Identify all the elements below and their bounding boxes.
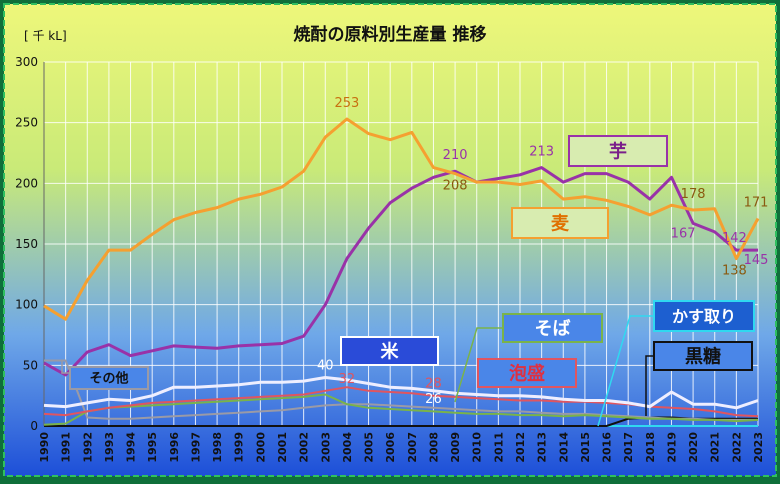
series-label-frame xyxy=(502,313,603,343)
data-label: 142 xyxy=(722,231,747,246)
x-tick-label: 1995 xyxy=(146,432,159,463)
x-tick-label: 2023 xyxy=(752,432,765,463)
series-line-芋 xyxy=(43,166,758,377)
data-label: 145 xyxy=(744,253,769,268)
legend-connectors xyxy=(61,315,654,427)
x-tick-label: 2010 xyxy=(471,432,484,463)
x-tick-label: 1998 xyxy=(211,432,224,463)
y-tick-label: 50 xyxy=(23,358,38,372)
connector-そば xyxy=(454,327,503,403)
x-tick-label: 1996 xyxy=(168,432,181,463)
connector-かす取り xyxy=(597,315,654,427)
x-tick-label: 1994 xyxy=(125,432,138,463)
x-tick-label: 2004 xyxy=(341,432,354,463)
x-tick-label: 1991 xyxy=(60,432,73,463)
x-tick-label: 2007 xyxy=(406,432,419,463)
series-label-box: 芋 xyxy=(568,135,668,167)
x-tick-label: 1990 xyxy=(38,432,51,463)
x-tick-label: 2003 xyxy=(319,432,332,463)
series-label-box: かす取り xyxy=(653,300,755,332)
x-tick-label: 2002 xyxy=(298,432,311,463)
x-tick-label: 1997 xyxy=(189,432,202,463)
x-tick-label: 2013 xyxy=(536,432,549,463)
series-line-そば xyxy=(43,393,759,426)
series-line-その他 xyxy=(44,359,758,421)
y-tick-label: 150 xyxy=(15,237,38,251)
series-label-text: 米 xyxy=(381,340,400,362)
x-tick-label: 2019 xyxy=(665,432,678,463)
data-label: 28 xyxy=(425,377,442,392)
x-tick-label: 2022 xyxy=(730,432,743,463)
x-tick-label: 2018 xyxy=(644,432,657,463)
series-label-box: その他 xyxy=(69,366,149,390)
data-label: 208 xyxy=(443,179,468,194)
series-label-text: 芋 xyxy=(609,140,627,162)
x-tick-label: 2008 xyxy=(427,432,440,463)
series-label-frame xyxy=(340,336,439,366)
x-tick-label: 2021 xyxy=(709,432,722,463)
data-label: 253 xyxy=(334,96,359,111)
y-axis-label: [ 千 kL] xyxy=(24,29,67,43)
series-label-frame xyxy=(653,300,755,332)
x-tick-label: 1992 xyxy=(81,432,94,463)
data-label: 171 xyxy=(744,196,769,211)
data-label: 167 xyxy=(671,226,696,241)
series-line-麦 xyxy=(43,117,760,321)
x-tick-label: 2005 xyxy=(363,432,376,463)
x-tick-label: 2016 xyxy=(601,432,614,463)
chart-title: 焼酎の原料別生産量 推移 xyxy=(294,24,487,45)
series-label-frame xyxy=(653,341,753,371)
y-tick-label: 300 xyxy=(15,55,38,69)
data-label: 40 xyxy=(317,358,334,373)
data-labels: 253 208 178 138 171 210 213 167 142 145 40 26 32 28 xyxy=(317,96,768,407)
series-label-text: その他 xyxy=(89,371,128,387)
series-label-box: 黒糖 xyxy=(653,341,753,371)
x-tick-label: 2001 xyxy=(276,432,289,463)
y-tick-label: 250 xyxy=(15,116,38,130)
series-label-frame xyxy=(477,358,577,388)
series-label-text: 麦 xyxy=(551,212,570,234)
x-tick-label: 2015 xyxy=(579,432,592,463)
series-label-text: かす取り xyxy=(672,307,736,326)
series-label-box: 麦 xyxy=(511,207,609,239)
x-tick-label: 1999 xyxy=(233,432,246,463)
x-tick-label: 2017 xyxy=(622,432,635,463)
series-line-米 xyxy=(43,376,759,410)
series-label-box: 泡盛 xyxy=(477,358,577,388)
y-tick-label: 200 xyxy=(15,176,38,190)
x-tick-label: 1993 xyxy=(103,432,116,463)
connector-その他 xyxy=(61,360,70,374)
x-tick-label: 2011 xyxy=(492,432,505,463)
data-label: 210 xyxy=(443,148,468,163)
data-label: 178 xyxy=(681,187,706,202)
data-label: 138 xyxy=(722,264,747,279)
axes: 0 50 100 150 200 250 300 1990 1991 1992 1993 1994 19… xyxy=(15,55,765,463)
data-label: 213 xyxy=(529,145,554,160)
series-label-text: 泡盛 xyxy=(509,362,545,384)
x-tick-label: 2006 xyxy=(384,432,397,463)
series-label-frame xyxy=(568,135,668,167)
y-tick-label: 0 xyxy=(30,419,38,433)
data-label: 26 xyxy=(425,392,442,407)
x-tick-label: 2014 xyxy=(557,432,570,463)
y-tick-label: 100 xyxy=(15,298,38,312)
series-label-box: そば xyxy=(502,313,603,343)
series-label-box: 米 xyxy=(340,336,439,366)
x-tick-label: 2020 xyxy=(687,432,700,463)
series-lines xyxy=(43,117,760,427)
x-tick-label: 2000 xyxy=(254,432,267,463)
x-tick-label: 2009 xyxy=(449,432,462,463)
series-label-text: 黒糖 xyxy=(685,345,721,367)
data-label: 32 xyxy=(339,372,356,387)
series-label-frame xyxy=(69,366,149,390)
series-label-text: そば xyxy=(535,318,571,339)
series-label-frame xyxy=(511,207,609,239)
connector-黒糖 xyxy=(645,355,654,416)
x-tick-label: 2012 xyxy=(514,432,527,463)
